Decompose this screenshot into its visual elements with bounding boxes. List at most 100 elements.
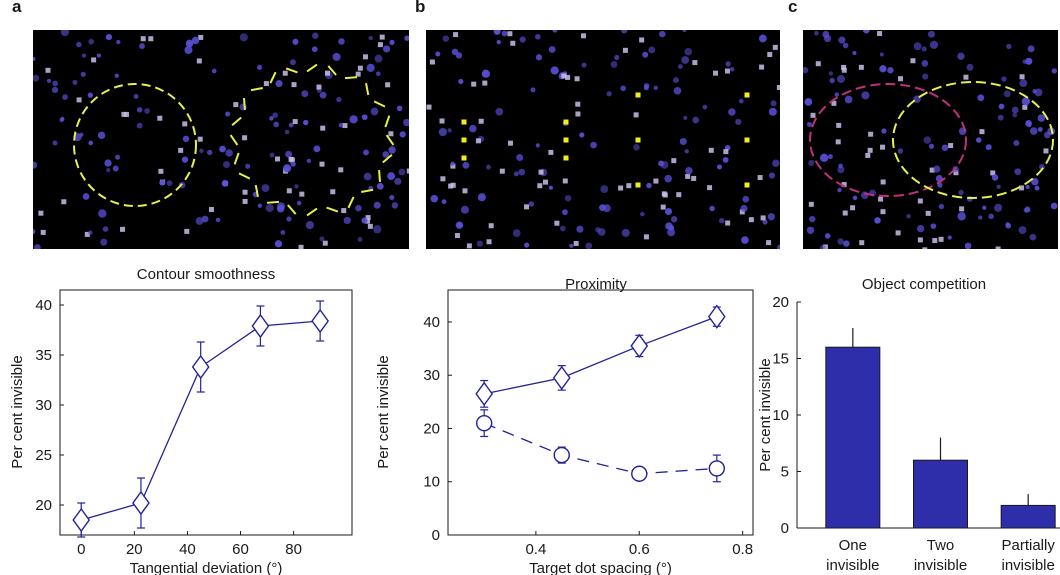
background-dot (389, 194, 395, 201)
background-dot (906, 213, 911, 219)
contour-segment (344, 76, 358, 80)
grey-dot (362, 54, 368, 60)
y-tick-label: 20 (423, 420, 440, 437)
background-dot (275, 79, 283, 88)
grey-dot (292, 119, 298, 125)
background-dot (338, 123, 344, 128)
grey-dot (757, 175, 763, 181)
diamond-marker (475, 381, 494, 407)
background-dot (518, 168, 526, 176)
background-dot (269, 116, 274, 121)
background-dot (1021, 97, 1030, 106)
grey-dot (197, 136, 203, 142)
background-dot (938, 203, 945, 210)
background-dot (665, 208, 673, 216)
grey-dot (562, 178, 568, 184)
background-dot (1025, 119, 1032, 127)
background-dot (239, 33, 248, 42)
grey-dot (91, 57, 97, 63)
grey-dot (865, 152, 871, 158)
background-dot (716, 164, 722, 170)
grey-dot (208, 206, 214, 212)
bar (825, 346, 881, 529)
background-dot (274, 240, 283, 248)
grey-dot (1019, 185, 1025, 191)
grey-dot (482, 80, 488, 86)
background-dot (261, 184, 270, 193)
background-dot (921, 60, 929, 67)
diamond-marker (630, 333, 649, 359)
background-dot (740, 204, 748, 213)
background-dot (116, 39, 121, 45)
background-dot (52, 80, 59, 87)
grey-dot (385, 82, 391, 88)
background-dot (552, 30, 558, 33)
background-dot (59, 118, 64, 123)
background-dot (1012, 112, 1018, 118)
background-dot (288, 122, 294, 128)
grey-dot (575, 101, 581, 107)
background-dot (301, 90, 309, 98)
background-dot (977, 94, 985, 102)
background-dot (376, 182, 384, 190)
background-dot (930, 223, 937, 229)
contour-segment (378, 169, 382, 183)
grey-dot (565, 74, 571, 80)
grey-dot (61, 199, 67, 205)
background-dot (115, 154, 121, 160)
contour-segment (254, 184, 259, 197)
background-dot (96, 53, 101, 58)
grey-dot (671, 158, 677, 164)
background-dot (313, 145, 321, 153)
grey-dot (242, 135, 248, 141)
x-tick-label: 80 (285, 541, 302, 558)
grey-dot (38, 210, 44, 216)
background-dot (806, 121, 812, 127)
background-dot (82, 193, 90, 200)
background-dot (159, 179, 166, 186)
background-dot (653, 85, 658, 91)
background-dot (51, 86, 59, 94)
background-dot (136, 122, 143, 129)
grey-dot (538, 169, 544, 175)
grey-dot (938, 236, 944, 242)
grey-dot (524, 204, 530, 210)
grey-dot (1019, 74, 1025, 80)
background-dot (808, 159, 815, 166)
grey-dot (388, 131, 394, 137)
background-dot (289, 59, 296, 66)
grey-dot (320, 125, 326, 131)
background-dot (223, 160, 231, 168)
background-dot (33, 161, 38, 169)
grey-dot (561, 73, 567, 79)
contour-segment (361, 188, 374, 194)
grey-dot (198, 34, 204, 40)
background-dot (139, 43, 145, 49)
background-dot (852, 50, 857, 55)
grey-dot (948, 143, 954, 149)
contour-segment (373, 100, 386, 108)
grey-dot (338, 167, 344, 173)
grey-dot (140, 36, 146, 42)
background-dot (991, 174, 999, 181)
background-dot (917, 224, 925, 233)
background-dot (913, 42, 922, 51)
target-dot (461, 119, 467, 125)
background-dot (374, 54, 383, 63)
background-dot (535, 34, 541, 40)
grey-dot (440, 176, 446, 182)
background-dot (978, 215, 983, 220)
background-dot (941, 144, 949, 151)
background-dot (988, 213, 994, 220)
background-dot (664, 174, 672, 183)
background-dot (306, 158, 311, 163)
background-dot (548, 185, 553, 190)
background-dot (1051, 68, 1058, 74)
background-dot (822, 30, 830, 38)
y-axis-label: Per cent invisible (9, 355, 26, 468)
grey-dot (766, 240, 772, 246)
background-dot (643, 85, 649, 91)
background-dot (1014, 168, 1022, 176)
y-tick-label: 0 (432, 527, 440, 544)
grey-dot (622, 47, 628, 53)
